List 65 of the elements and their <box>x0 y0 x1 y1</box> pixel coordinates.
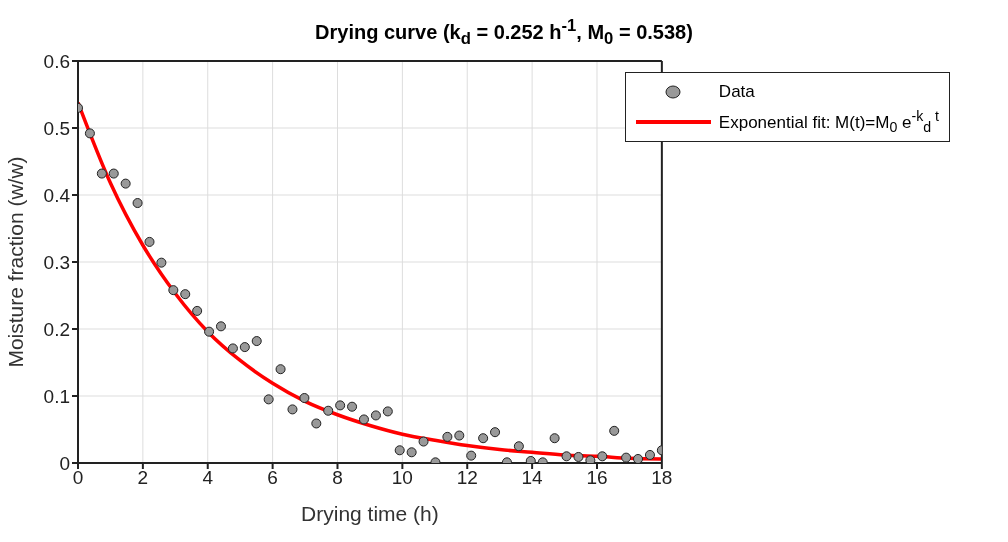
point <box>358 414 369 425</box>
y-tick-label: 0.1 <box>43 385 70 407</box>
point <box>275 364 286 375</box>
y-axis-title: Moisture fraction (w/w) <box>4 156 28 368</box>
point <box>382 406 393 417</box>
point <box>466 450 477 461</box>
point <box>633 453 644 463</box>
point <box>490 427 501 438</box>
point <box>644 449 655 460</box>
point <box>513 441 524 452</box>
x-tick-label: 4 <box>202 467 214 489</box>
y-tick-label: 0.4 <box>43 184 71 206</box>
x-tick-label: 14 <box>521 467 544 489</box>
point <box>299 393 310 404</box>
point <box>96 168 107 179</box>
point <box>84 128 95 139</box>
point <box>573 451 584 462</box>
legend-label: Data <box>718 82 755 102</box>
chart-title: Drying curve (k$_{d}$ = 0.252 h$^{-1}$, M$_{0}$ = 0.538) <box>315 16 693 48</box>
point <box>263 394 274 405</box>
point <box>120 178 131 189</box>
point <box>180 289 191 300</box>
point <box>621 452 632 463</box>
point <box>597 451 608 462</box>
point <box>525 455 536 463</box>
y-tick-label: 0 <box>59 452 70 474</box>
point <box>335 400 346 411</box>
x-tick-label: 16 <box>586 467 608 489</box>
y-tick-label: 0.5 <box>43 117 70 139</box>
x-tick-label: 6 <box>267 467 278 489</box>
point <box>311 418 322 429</box>
point <box>215 321 226 332</box>
point <box>454 430 465 441</box>
point <box>108 168 119 179</box>
y-tick-label: 0.3 <box>43 251 70 273</box>
point <box>442 431 453 442</box>
point <box>323 405 334 416</box>
point <box>370 410 381 421</box>
y-tick-label: 0.2 <box>43 318 70 340</box>
point <box>609 425 620 436</box>
point <box>227 343 238 354</box>
point <box>156 257 167 268</box>
point <box>287 404 298 415</box>
point <box>561 451 572 462</box>
point <box>549 433 560 444</box>
point <box>204 326 215 337</box>
point <box>394 445 405 456</box>
point <box>132 198 143 209</box>
point <box>251 336 262 347</box>
point <box>168 285 179 296</box>
y-tick-label: 0.6 <box>43 50 70 72</box>
point <box>406 447 417 458</box>
x-tick-label: 18 <box>651 467 673 489</box>
point <box>585 455 596 463</box>
point <box>478 433 489 444</box>
x-tick-label: 2 <box>137 467 149 489</box>
x-tick-label: 8 <box>332 467 343 489</box>
x-tick-label: 12 <box>456 467 478 489</box>
point <box>239 342 250 353</box>
point <box>418 436 429 447</box>
point <box>347 401 358 412</box>
x-tick-label: 10 <box>391 467 413 489</box>
point <box>144 236 155 247</box>
x-axis-title: Drying time (h) <box>301 502 439 525</box>
point <box>192 305 203 316</box>
